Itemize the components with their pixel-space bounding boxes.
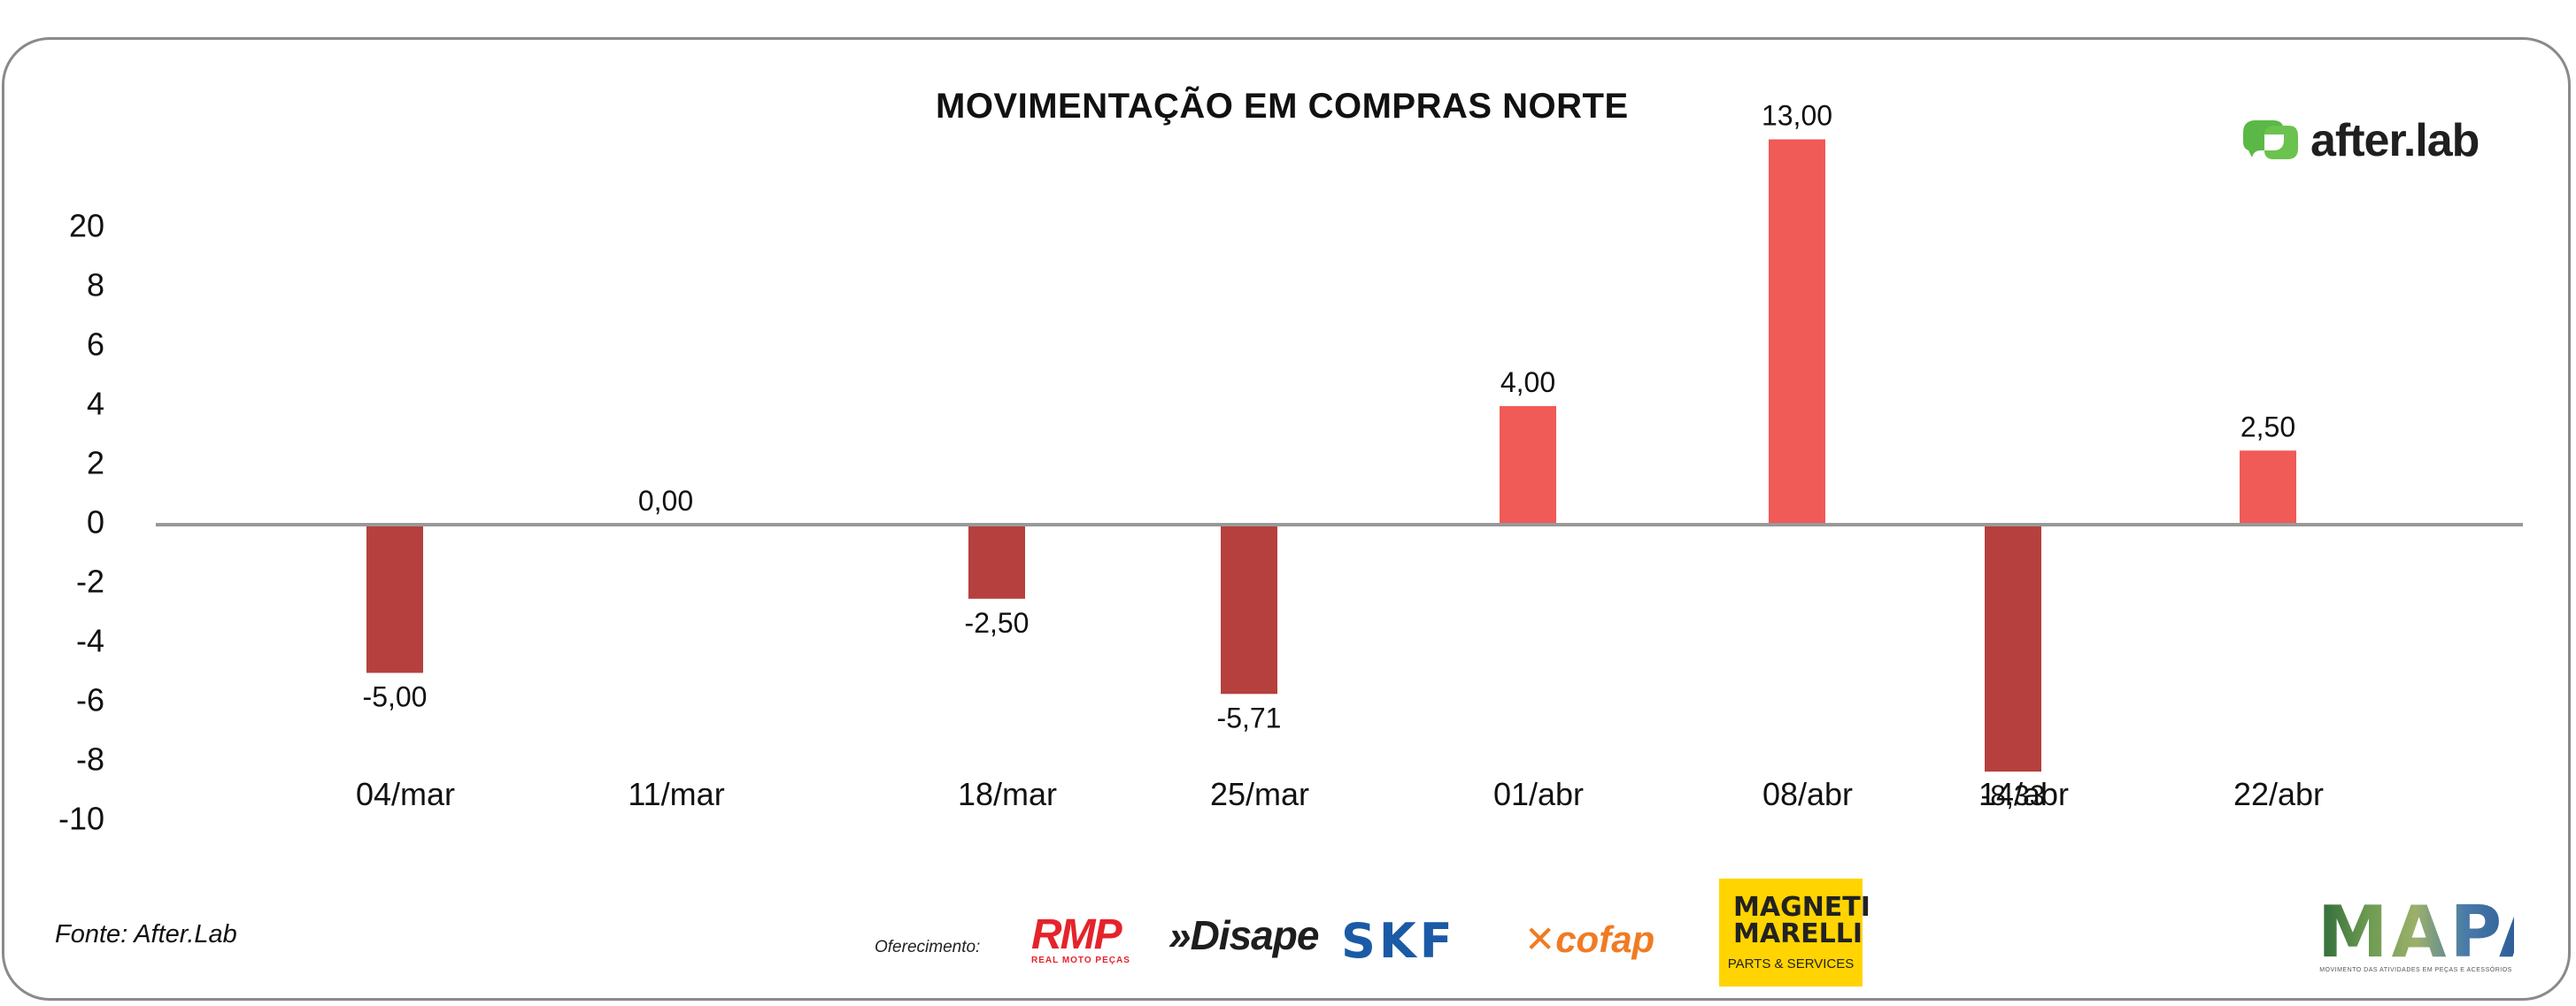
y-tick-label: -4 [76,623,104,659]
x-tick-label: 08/abr [1762,776,1853,812]
y-tick-label: 2 [87,445,104,481]
x-tick-label: 01/abr [1493,776,1584,812]
x-tick-label: 18/mar [958,776,1057,812]
data-label: 13,00 [1762,100,1832,132]
after-lab-logo: after.lab [2238,110,2480,172]
data-label: 4,00 [1500,366,1555,398]
y-tick-label: 20 [69,208,104,244]
cofap-logo: ✕cofap [1524,918,1655,960]
y-tick-label: 0 [87,504,104,541]
x-tick-label: 22/abr [2233,776,2324,812]
data-label: 0,00 [638,485,693,517]
y-tick-label: -8 [76,741,104,778]
source-note: Fonte: After.Lab [55,920,237,948]
cofap-x-icon: ✕ [1524,918,1556,960]
sponsor-label: Oferecimento: [875,938,981,956]
y-tick-label: 6 [87,326,104,363]
bar [1221,525,1277,695]
x-tick-label: 14/abr [1978,776,2069,812]
leaf-chat-icon [2243,120,2298,159]
mapa-logo: MAPA MOVIMENTO DAS ATIVIDADES EM PEÇAS E… [2318,891,2557,974]
magneti-marelli-logo: MAGNETI MARELLI PARTS & SERVICES [1719,879,1870,987]
y-tick-label: 4 [87,386,104,422]
data-label: -2,50 [965,607,1030,639]
data-label: -5,71 [1217,702,1282,733]
chart-card [2,37,2571,1001]
rmp-logo: RMP REAL MOTO PEÇAS [1031,911,1130,965]
bar [1500,406,1556,525]
bar [968,525,1025,599]
data-label: 2,50 [2241,411,2295,442]
x-tick-label: 11/mar [628,776,724,812]
data-label: -5,00 [363,681,428,713]
bar [2240,450,2296,525]
brand-name: after.lab [2310,115,2480,166]
x-tick-label: 04/mar [356,776,455,812]
data-label: -8,33 [1981,779,2046,811]
disape-logo: »Disape [1168,912,1319,958]
bar [1985,525,2041,772]
y-tick-label: -6 [76,682,104,718]
bar-chart: 2086420-2-4-6-8-10-5,000,00-2,50-5,714,0… [58,100,2523,837]
bar [366,525,423,673]
y-tick-label: 8 [87,267,104,303]
x-tick-label: 25/mar [1210,776,1309,812]
y-tick-label: -10 [58,801,104,837]
chart-title: MOVIMENTAÇÃO EM COMPRAS NORTE [936,87,1629,126]
bar [1769,139,1825,525]
skf-logo: SKF [1341,913,1456,969]
y-tick-label: -2 [76,564,104,600]
